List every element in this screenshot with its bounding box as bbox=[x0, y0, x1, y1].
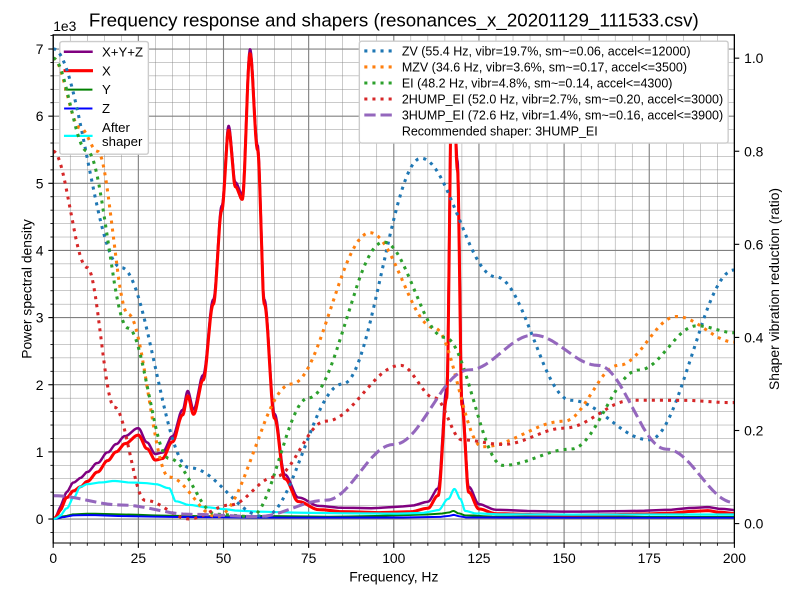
svg-text:EI (48.2 Hz, vibr=4.8%, sm~=0.: EI (48.2 Hz, vibr=4.8%, sm~=0.14, accel<… bbox=[402, 76, 673, 90]
svg-text:0.2: 0.2 bbox=[744, 423, 764, 439]
svg-text:6: 6 bbox=[36, 108, 44, 124]
svg-text:X: X bbox=[102, 63, 111, 78]
svg-text:shaper: shaper bbox=[102, 134, 143, 149]
svg-text:0.6: 0.6 bbox=[744, 236, 764, 252]
svg-text:5: 5 bbox=[36, 175, 44, 191]
svg-text:2: 2 bbox=[36, 377, 44, 393]
svg-text:75: 75 bbox=[301, 550, 317, 566]
svg-text:150: 150 bbox=[553, 550, 576, 566]
svg-text:0: 0 bbox=[36, 511, 44, 527]
svg-text:2HUMP_EI (52.0 Hz, vibr=2.7%,: 2HUMP_EI (52.0 Hz, vibr=2.7%, sm~=0.20, … bbox=[402, 92, 723, 106]
svg-text:After: After bbox=[102, 120, 130, 135]
svg-text:3HUMP_EI (72.6 Hz, vibr=1.4%,: 3HUMP_EI (72.6 Hz, vibr=1.4%, sm~=0.16, … bbox=[402, 108, 723, 122]
svg-text:7: 7 bbox=[36, 41, 44, 57]
svg-text:MZV (34.6 Hz, vibr=3.6%, sm~=0: MZV (34.6 Hz, vibr=3.6%, sm~=0.17, accel… bbox=[402, 60, 687, 74]
svg-text:0: 0 bbox=[49, 550, 57, 566]
svg-text:125: 125 bbox=[467, 550, 490, 566]
svg-text:1e3: 1e3 bbox=[53, 18, 76, 34]
svg-text:X+Y+Z: X+Y+Z bbox=[102, 44, 143, 59]
svg-text:Recommended shaper: 3HUMP_EI: Recommended shaper: 3HUMP_EI bbox=[402, 124, 598, 138]
svg-text:0.0: 0.0 bbox=[744, 516, 764, 532]
svg-text:50: 50 bbox=[216, 550, 232, 566]
svg-text:0.8: 0.8 bbox=[744, 143, 764, 159]
svg-text:100: 100 bbox=[382, 550, 405, 566]
svg-text:Y: Y bbox=[102, 82, 111, 97]
svg-text:1.0: 1.0 bbox=[744, 50, 764, 66]
svg-text:Frequency, Hz: Frequency, Hz bbox=[349, 568, 438, 584]
svg-text:3: 3 bbox=[36, 310, 44, 326]
svg-text:Z: Z bbox=[102, 101, 110, 116]
svg-text:Shaper vibration reduction (ra: Shaper vibration reduction (ratio) bbox=[766, 188, 782, 390]
svg-text:1: 1 bbox=[36, 444, 44, 460]
svg-text:0.4: 0.4 bbox=[744, 329, 764, 345]
svg-text:200: 200 bbox=[723, 550, 746, 566]
svg-text:25: 25 bbox=[131, 550, 147, 566]
svg-text:Frequency response and shapers: Frequency response and shapers (resonanc… bbox=[89, 10, 699, 32]
svg-text:175: 175 bbox=[638, 550, 661, 566]
svg-text:ZV (55.4 Hz, vibr=19.7%, sm~=0: ZV (55.4 Hz, vibr=19.7%, sm~=0.06, accel… bbox=[402, 44, 691, 58]
svg-text:4: 4 bbox=[36, 242, 44, 258]
svg-text:Power spectral density: Power spectral density bbox=[18, 219, 34, 359]
